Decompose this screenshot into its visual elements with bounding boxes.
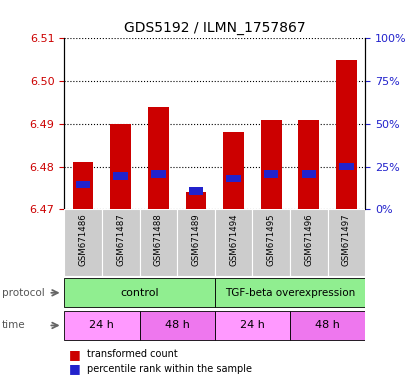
Bar — [186, 192, 206, 209]
Bar — [189, 187, 203, 195]
Text: GSM671489: GSM671489 — [191, 213, 200, 266]
Bar — [102, 209, 139, 276]
Bar — [148, 107, 168, 209]
Bar — [151, 170, 166, 178]
Bar — [76, 180, 90, 188]
Title: GDS5192 / ILMN_1757867: GDS5192 / ILMN_1757867 — [124, 21, 305, 35]
Bar — [113, 172, 128, 180]
Bar — [73, 162, 93, 209]
Text: GSM671494: GSM671494 — [229, 213, 238, 266]
Bar — [298, 119, 319, 209]
Text: percentile rank within the sample: percentile rank within the sample — [87, 364, 252, 374]
Bar — [110, 124, 131, 209]
Text: GSM671495: GSM671495 — [267, 213, 276, 266]
Text: 48 h: 48 h — [165, 320, 190, 331]
Text: GSM671497: GSM671497 — [342, 213, 351, 266]
Bar — [64, 209, 102, 276]
Bar — [177, 209, 215, 276]
Bar — [290, 311, 365, 340]
Text: time: time — [2, 320, 26, 331]
Text: 48 h: 48 h — [315, 320, 340, 331]
Bar — [215, 311, 290, 340]
Bar — [64, 278, 215, 308]
Bar — [302, 170, 316, 178]
Bar — [327, 209, 365, 276]
Bar — [339, 163, 354, 170]
Text: protocol: protocol — [2, 288, 45, 298]
Bar — [264, 170, 278, 178]
Text: control: control — [120, 288, 159, 298]
Bar — [215, 278, 365, 308]
Text: 24 h: 24 h — [90, 320, 115, 331]
Bar — [139, 311, 215, 340]
Bar — [336, 60, 357, 209]
Text: GSM671487: GSM671487 — [116, 213, 125, 266]
Text: GSM671486: GSM671486 — [78, 213, 88, 266]
Text: 24 h: 24 h — [240, 320, 265, 331]
Bar — [226, 175, 241, 182]
Text: ■: ■ — [68, 362, 80, 375]
Text: GSM671496: GSM671496 — [304, 213, 313, 266]
Bar — [64, 311, 139, 340]
Text: transformed count: transformed count — [87, 349, 178, 359]
Text: GSM671488: GSM671488 — [154, 213, 163, 266]
Bar — [215, 209, 252, 276]
Bar — [290, 209, 327, 276]
Text: ■: ■ — [68, 348, 80, 361]
Bar — [139, 209, 177, 276]
Text: TGF-beta overexpression: TGF-beta overexpression — [225, 288, 355, 298]
Bar — [252, 209, 290, 276]
Bar — [261, 119, 281, 209]
Bar — [223, 132, 244, 209]
